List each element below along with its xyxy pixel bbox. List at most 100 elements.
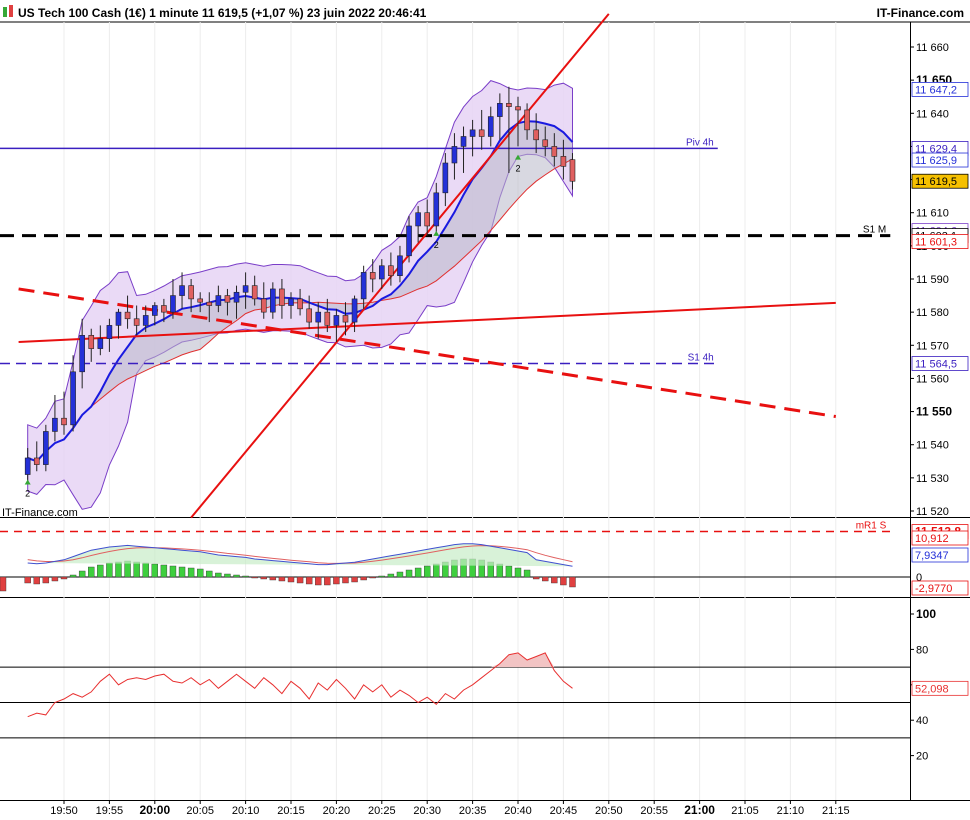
- rsi-tick-label: 40: [916, 715, 928, 727]
- bullish-candle: [52, 417, 58, 432]
- macd-positive-bar: [142, 562, 149, 578]
- bullish-candle: [170, 295, 176, 313]
- macd-positive-bar: [160, 564, 168, 578]
- price-tick-label: 11 640: [916, 108, 949, 120]
- bearish-candle: [506, 103, 512, 107]
- time-tick-label: 20:15: [277, 805, 305, 817]
- macd-negative-bar: [305, 576, 313, 585]
- price-tick-label: 11 580: [916, 307, 949, 319]
- bearish-candle: [388, 265, 394, 276]
- time-tick-label: 20:10: [232, 805, 260, 817]
- macd-badge: [911, 547, 969, 563]
- price-badges: 11 647,211 629,411 625,911 619,511 604,6…: [911, 82, 969, 539]
- macd-negative-bar: [369, 576, 376, 579]
- macd-negative-bar: [351, 576, 358, 583]
- bearish-candle: [478, 129, 485, 137]
- trend-line: [18, 301, 836, 343]
- price-tick-label: 11 560: [916, 373, 949, 385]
- price-badge: [911, 173, 969, 189]
- macd-negative-bar: [269, 576, 277, 581]
- macd-negative-bar: [260, 576, 267, 580]
- bullish-candle: [415, 212, 421, 227]
- macd-positive-bar: [151, 563, 159, 578]
- macd-positive-bar: [387, 573, 395, 578]
- macd-negative-bar: [24, 576, 31, 584]
- time-tick-label: 20:45: [550, 805, 578, 817]
- time-tick-label: 19:50: [50, 805, 78, 817]
- bullish-candle: [497, 103, 503, 117]
- price-tick-label: 11 520: [916, 506, 949, 518]
- price-tick-label: 11 570: [916, 340, 949, 352]
- macd-negative-bar: [333, 576, 340, 585]
- time-tick-label: 21:10: [777, 805, 805, 817]
- bullish-candle: [97, 338, 104, 349]
- macd-negative-bar: [60, 576, 68, 580]
- bearish-candle: [88, 335, 95, 349]
- bearish-candle: [251, 285, 258, 300]
- rsi-line: [27, 652, 573, 718]
- bullish-candle: [469, 129, 476, 137]
- bullish-candle: [152, 305, 158, 316]
- time-tick-label: 21:15: [822, 805, 850, 817]
- macd-negative-bar: [315, 576, 322, 586]
- macd-positive-bar: [178, 566, 186, 578]
- bearish-candle: [197, 298, 203, 303]
- bullish-candle: [242, 285, 249, 293]
- macd-zero-label: 0: [916, 572, 922, 584]
- signal-count: 2: [515, 164, 520, 174]
- macd-positive-bar: [97, 564, 104, 578]
- buy-arrow-icon: [515, 154, 521, 160]
- time-tick-label: 19:55: [96, 805, 124, 817]
- bearish-candle: [342, 315, 349, 323]
- bearish-candle: [279, 288, 285, 306]
- macd-negative-bar: [51, 576, 59, 582]
- bearish-candle: [551, 146, 558, 157]
- macd-positive-bar: [424, 565, 431, 578]
- horizontal-levels: Piv 4h S1 M S1 4h mR1 S: [0, 137, 891, 533]
- macd-positive-bar: [187, 567, 195, 578]
- macd-positive-bar: [433, 563, 440, 578]
- bullish-candle: [270, 288, 276, 313]
- macd-signal-line: [27, 545, 573, 564]
- macd-positive-bar: [69, 574, 77, 578]
- level-label: S1 4h: [688, 353, 714, 364]
- bearish-candle: [260, 298, 267, 313]
- bearish-candle: [569, 159, 576, 182]
- bullish-candle: [487, 116, 494, 137]
- bullish-candle: [179, 285, 185, 296]
- bullish-candle: [451, 146, 458, 164]
- macd-positive-bar: [242, 575, 249, 578]
- macd-positive-bar: [215, 572, 222, 578]
- macd-negative-bar: [360, 576, 367, 581]
- panel-frames: [0, 21, 970, 801]
- price-badge: [911, 82, 969, 97]
- macd-negative-bar: [0, 576, 7, 592]
- macd-positive-bar: [523, 569, 531, 578]
- bearish-candle: [424, 212, 431, 227]
- signal-count: 2: [25, 488, 30, 498]
- bullish-candle: [233, 291, 240, 303]
- candlesticks: [24, 86, 576, 485]
- macd-cloud: [27, 543, 573, 567]
- bullish-candle: [24, 457, 31, 475]
- rsi-tick-label: 20: [916, 751, 928, 763]
- price-badge-label: 11 601,3: [915, 237, 957, 249]
- time-tick-label: 20:05: [186, 805, 214, 817]
- rsi-panel: 1008060402052,098: [0, 607, 969, 763]
- bearish-candle: [306, 308, 312, 323]
- bullish-candle: [460, 136, 467, 147]
- price-badge-label: 11 629,4: [915, 143, 957, 155]
- bullish-candle: [360, 272, 367, 300]
- bearish-candle: [188, 285, 194, 300]
- watermark: IT-Finance.com: [2, 507, 78, 519]
- bullish-candle: [333, 315, 340, 326]
- rsi-tick-label: 100: [916, 607, 936, 621]
- price-tick-label: 11 610: [916, 208, 949, 220]
- price-badge-label: 11 625,9: [915, 155, 957, 167]
- bearish-candle: [560, 156, 567, 167]
- level-label: S1 M: [863, 225, 886, 236]
- macd-positive-bar: [414, 567, 422, 578]
- bullish-candle: [433, 192, 440, 227]
- price-tick-label: 11 660: [916, 42, 949, 54]
